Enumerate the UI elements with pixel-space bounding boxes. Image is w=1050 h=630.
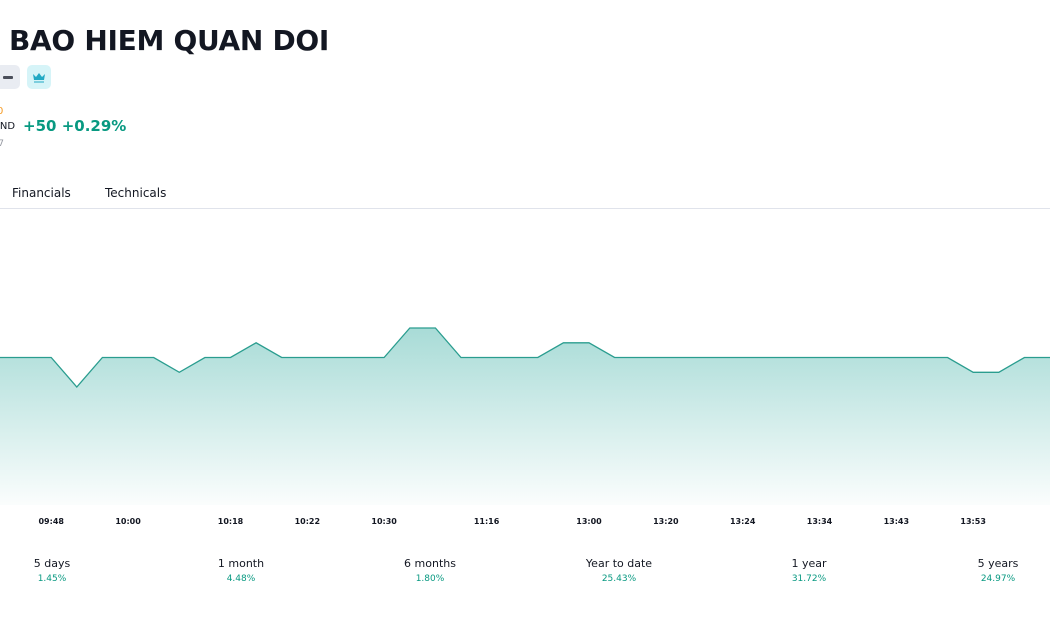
- title: BAO HIEM QUAN DOI: [9, 24, 330, 57]
- return-value: 4.48%: [226, 574, 256, 584]
- x-tick-label: 09:48: [38, 517, 64, 526]
- x-tick-label: 10:18: [218, 517, 244, 526]
- separator: [0, 208, 1050, 209]
- change: +50 +0.29%: [23, 117, 126, 135]
- badge[interactable]: [27, 65, 51, 89]
- x-tick-label: 13:00: [576, 517, 602, 526]
- return-value: 25.43%: [601, 574, 637, 584]
- tab[interactable]: Technicals: [105, 186, 167, 200]
- x-tick-label: 13:20: [653, 517, 679, 526]
- x-tick-label: 13:43: [884, 517, 909, 526]
- change-percent: +0.29%: [61, 117, 127, 135]
- return-label: 1 month: [217, 557, 265, 570]
- x-tick-label: 10:00: [115, 517, 141, 526]
- return-label: 5 days: [33, 557, 71, 570]
- x-tick-label: 13:53: [960, 517, 985, 526]
- crown-icon: [33, 73, 45, 83]
- change-value: +50: [23, 117, 57, 135]
- x-tick-label: 10:22: [295, 517, 320, 526]
- x-tick-label: 13:34: [807, 517, 833, 526]
- currency: VND: [0, 121, 16, 132]
- tab[interactable]: Financials: [12, 186, 71, 200]
- area: [0, 328, 1050, 505]
- return-label: 5 years: [977, 557, 1019, 570]
- price: 0: [0, 106, 4, 117]
- x-tick-label: 11:16: [474, 517, 500, 526]
- x-tick-label: 10:30: [371, 517, 397, 526]
- return-value: 1.80%: [415, 574, 445, 584]
- return-value: 31.72%: [791, 574, 827, 584]
- return-label: 1 year: [791, 557, 827, 570]
- line: [0, 327, 1050, 388]
- return-label: Year to date: [585, 557, 653, 570]
- chart: 09:48 10:00 10:18 10:22 10:30 11:16 13:00 13:20…: [0, 327, 1050, 526]
- badge[interactable]: [0, 65, 20, 89]
- date: -7: [0, 139, 4, 149]
- x-tick-label: 13:24: [730, 517, 756, 526]
- return-value: 24.97%: [980, 574, 1016, 584]
- return-label: 6 months: [404, 557, 456, 570]
- return-value: 1.45%: [37, 574, 67, 584]
